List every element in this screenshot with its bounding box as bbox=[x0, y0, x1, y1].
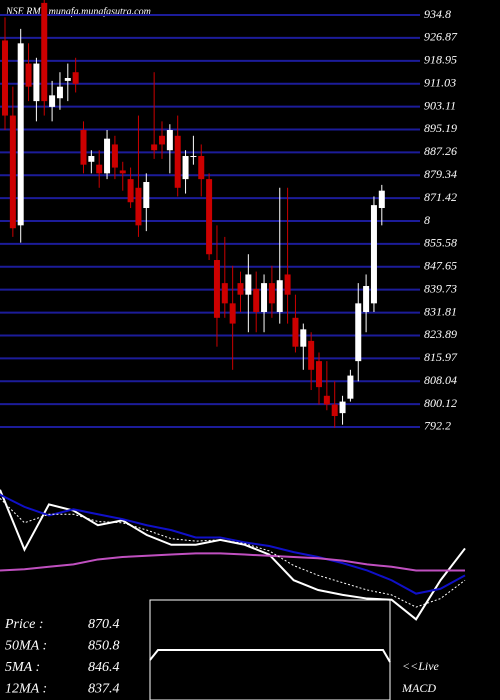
candle-body bbox=[378, 190, 385, 209]
candle-body bbox=[284, 274, 291, 295]
candle-body bbox=[151, 144, 158, 151]
y-tick-label: 815.97 bbox=[424, 350, 458, 364]
info-value: 846.4 bbox=[88, 660, 120, 675]
candle-body bbox=[159, 135, 165, 145]
candle-body bbox=[347, 375, 354, 399]
candle-body bbox=[268, 283, 275, 304]
candle-body bbox=[41, 2, 48, 102]
macd-line bbox=[149, 649, 391, 663]
candle-body bbox=[174, 135, 181, 188]
candle-body bbox=[213, 260, 220, 318]
candle-body bbox=[9, 115, 16, 229]
candle-body bbox=[88, 156, 95, 162]
y-tick-label: 926.87 bbox=[424, 30, 458, 44]
candle-body bbox=[17, 43, 24, 226]
candle-body bbox=[253, 288, 260, 313]
candle-body bbox=[221, 283, 228, 304]
macd-note: MACD bbox=[401, 681, 436, 695]
candle-body bbox=[355, 303, 362, 362]
candle-body bbox=[143, 182, 150, 209]
candle-body bbox=[96, 164, 103, 174]
candle-body bbox=[104, 138, 111, 174]
candle-body bbox=[56, 86, 63, 99]
candle-body bbox=[370, 205, 377, 304]
candle-body bbox=[308, 340, 315, 370]
candle-body bbox=[276, 280, 283, 313]
macd-box bbox=[149, 599, 391, 700]
candle-body bbox=[166, 130, 173, 151]
live-note: <<Live bbox=[402, 659, 440, 673]
y-tick-label: 918.95 bbox=[424, 53, 457, 67]
candle-body bbox=[111, 144, 118, 168]
ma-line bbox=[0, 497, 466, 608]
y-tick-label: 8 bbox=[424, 213, 430, 227]
ma-line bbox=[0, 493, 466, 595]
info-label: 12MA : bbox=[5, 682, 47, 697]
candle-body bbox=[245, 274, 252, 295]
candle-body bbox=[300, 329, 307, 347]
candle-body bbox=[206, 179, 213, 255]
candle-body bbox=[339, 401, 346, 414]
candle-body bbox=[49, 95, 56, 107]
y-tick-label: 831.81 bbox=[424, 304, 457, 318]
info-label: Price : bbox=[4, 617, 43, 632]
y-tick-label: 792.2 bbox=[424, 419, 451, 433]
candle-body bbox=[135, 187, 142, 226]
info-label: 50MA : bbox=[5, 639, 47, 654]
candle-body bbox=[72, 72, 79, 84]
candle-body bbox=[363, 286, 370, 313]
y-tick-label: 895.19 bbox=[424, 121, 457, 135]
candle-body bbox=[190, 156, 197, 158]
y-tick-label: 847.65 bbox=[424, 259, 457, 273]
candle-body bbox=[323, 395, 330, 405]
y-tick-label: 800.12 bbox=[424, 396, 457, 410]
y-tick-label: 903.11 bbox=[424, 98, 456, 112]
info-value: 850.8 bbox=[88, 639, 120, 654]
candle-body bbox=[261, 283, 268, 313]
candle-body bbox=[119, 170, 126, 174]
candle-body bbox=[80, 130, 87, 165]
candle-body bbox=[237, 283, 244, 295]
candle-body bbox=[64, 78, 71, 81]
candle-body bbox=[182, 156, 189, 180]
y-tick-label: 808.04 bbox=[424, 373, 457, 387]
chart-title: NSE RML munafa.munafasutra.com bbox=[5, 6, 151, 17]
candle-body bbox=[229, 303, 236, 324]
info-value: 837.4 bbox=[88, 682, 120, 697]
ma-line bbox=[0, 552, 465, 572]
candle-body bbox=[316, 361, 322, 388]
info-value: 870.4 bbox=[88, 617, 120, 632]
y-tick-label: 879.34 bbox=[424, 167, 457, 181]
y-tick-label: 871.42 bbox=[424, 190, 457, 204]
y-tick-label: 934.8 bbox=[424, 7, 451, 21]
candle-body bbox=[292, 317, 299, 347]
candle-body bbox=[198, 156, 205, 180]
y-tick-label: 823.89 bbox=[424, 327, 457, 341]
y-tick-label: 887.26 bbox=[424, 144, 457, 158]
y-tick-label: 839.73 bbox=[424, 281, 457, 295]
info-label: 5MA : bbox=[5, 660, 40, 675]
candle-body bbox=[33, 63, 40, 102]
candle-body bbox=[2, 40, 8, 116]
candle-body bbox=[25, 63, 32, 87]
candle-body bbox=[127, 179, 134, 203]
candle-body bbox=[331, 404, 338, 417]
y-tick-label: 911.03 bbox=[424, 75, 456, 89]
y-tick-label: 855.58 bbox=[424, 236, 457, 250]
